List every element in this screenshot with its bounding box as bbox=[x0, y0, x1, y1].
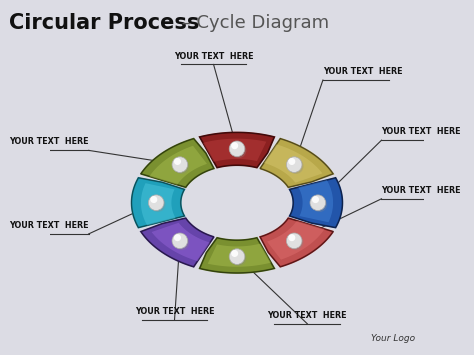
Polygon shape bbox=[149, 146, 207, 185]
Text: YOUR TEXT  HERE: YOUR TEXT HERE bbox=[174, 51, 253, 61]
Text: YOUR TEXT  HERE: YOUR TEXT HERE bbox=[135, 307, 214, 316]
Text: YOUR TEXT  HERE: YOUR TEXT HERE bbox=[382, 186, 461, 195]
Polygon shape bbox=[267, 221, 325, 260]
Circle shape bbox=[231, 143, 246, 158]
Circle shape bbox=[288, 158, 295, 165]
Text: YOUR TEXT  HERE: YOUR TEXT HERE bbox=[382, 127, 461, 136]
Text: YOUR TEXT  HERE: YOUR TEXT HERE bbox=[9, 221, 89, 230]
Circle shape bbox=[288, 235, 303, 250]
Circle shape bbox=[229, 141, 245, 157]
Polygon shape bbox=[200, 132, 274, 168]
Circle shape bbox=[312, 196, 319, 203]
Circle shape bbox=[173, 158, 189, 174]
Circle shape bbox=[150, 196, 157, 203]
Circle shape bbox=[310, 195, 326, 211]
Circle shape bbox=[231, 250, 238, 257]
Circle shape bbox=[288, 158, 303, 174]
Circle shape bbox=[231, 142, 238, 149]
Circle shape bbox=[148, 195, 164, 211]
Circle shape bbox=[311, 196, 327, 212]
Circle shape bbox=[286, 157, 302, 173]
Circle shape bbox=[150, 196, 165, 212]
Text: Your Logo: Your Logo bbox=[371, 334, 415, 343]
Circle shape bbox=[288, 234, 295, 241]
Circle shape bbox=[172, 157, 188, 173]
Polygon shape bbox=[264, 144, 322, 183]
Polygon shape bbox=[260, 138, 333, 187]
Circle shape bbox=[231, 250, 246, 266]
Circle shape bbox=[229, 249, 245, 264]
Polygon shape bbox=[132, 178, 184, 228]
Polygon shape bbox=[290, 178, 342, 228]
Circle shape bbox=[172, 233, 188, 248]
Circle shape bbox=[173, 235, 189, 250]
Polygon shape bbox=[260, 218, 333, 267]
Polygon shape bbox=[203, 139, 266, 162]
Circle shape bbox=[174, 158, 181, 165]
Polygon shape bbox=[152, 223, 210, 261]
Polygon shape bbox=[208, 244, 271, 267]
Polygon shape bbox=[141, 183, 176, 225]
Text: YOUR TEXT  HERE: YOUR TEXT HERE bbox=[267, 311, 347, 320]
Text: Circular Process: Circular Process bbox=[9, 13, 200, 33]
Text: YOUR TEXT  HERE: YOUR TEXT HERE bbox=[323, 67, 402, 76]
Polygon shape bbox=[298, 180, 333, 222]
Circle shape bbox=[174, 234, 181, 241]
Text: – Cycle Diagram: – Cycle Diagram bbox=[176, 15, 329, 32]
Polygon shape bbox=[141, 218, 214, 267]
Text: YOUR TEXT  HERE: YOUR TEXT HERE bbox=[9, 137, 89, 147]
Polygon shape bbox=[200, 238, 274, 273]
Polygon shape bbox=[141, 138, 214, 187]
Circle shape bbox=[286, 233, 302, 248]
